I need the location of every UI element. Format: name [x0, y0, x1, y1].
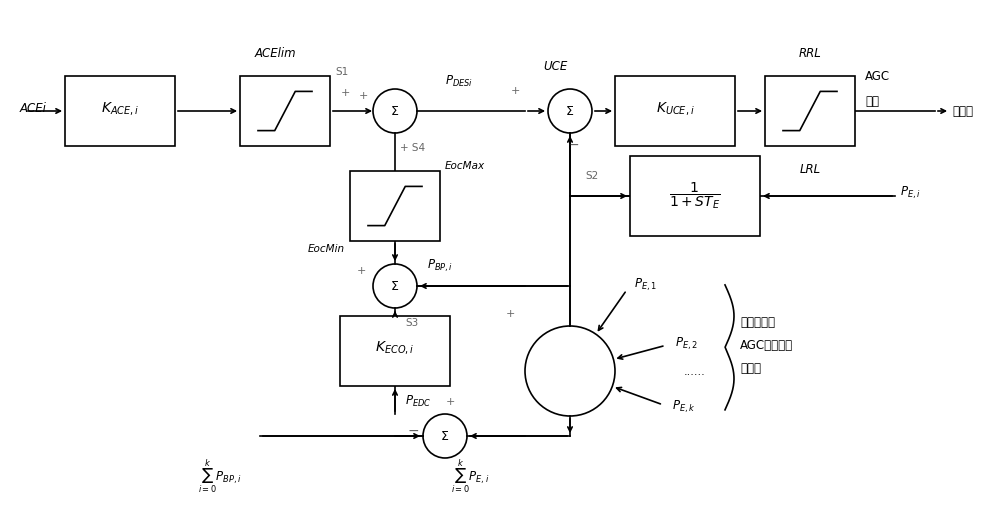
Text: 区域内其它: 区域内其它 [740, 316, 775, 329]
Text: $\sum_{i=0}^{k}P_{BP,i}$: $\sum_{i=0}^{k}P_{BP,i}$ [198, 457, 242, 495]
Text: LRL: LRL [799, 162, 821, 175]
Text: $P_{E,1}$: $P_{E,1}$ [634, 276, 657, 293]
Text: $K_{ECO,i}$: $K_{ECO,i}$ [375, 339, 415, 357]
Text: 调速器: 调速器 [952, 105, 973, 118]
FancyBboxPatch shape [615, 76, 735, 146]
Text: S1: S1 [335, 67, 348, 77]
Text: −: − [567, 138, 579, 152]
Text: $P_{BP,i}$: $P_{BP,i}$ [427, 258, 453, 274]
Text: S3: S3 [405, 318, 418, 328]
Text: 信号: 信号 [865, 95, 879, 107]
Text: 波功率: 波功率 [740, 362, 761, 375]
Text: $\sum_{i=0}^{k}P_{E,i}$: $\sum_{i=0}^{k}P_{E,i}$ [451, 457, 489, 495]
Text: ACElim: ACElim [254, 47, 296, 59]
Text: +: + [340, 88, 350, 98]
Text: $\Sigma$: $\Sigma$ [565, 105, 575, 118]
Text: S2: S2 [585, 171, 598, 181]
FancyBboxPatch shape [765, 76, 855, 146]
Text: $P_{E,i}$: $P_{E,i}$ [900, 185, 921, 201]
Text: $K_{UCE,i}$: $K_{UCE,i}$ [656, 100, 694, 117]
Text: RRL: RRL [799, 47, 821, 59]
FancyBboxPatch shape [65, 76, 175, 146]
Text: $\Sigma$: $\Sigma$ [390, 280, 400, 292]
Text: $\Sigma$: $\Sigma$ [440, 430, 450, 443]
FancyBboxPatch shape [350, 171, 440, 241]
Text: +: + [445, 397, 455, 407]
Text: +: + [356, 266, 366, 276]
Text: ......: ...... [684, 366, 706, 377]
Text: +: + [510, 86, 520, 96]
Text: EocMax: EocMax [445, 161, 485, 171]
Text: EocMin: EocMin [308, 244, 345, 254]
Text: +: + [505, 309, 515, 319]
Text: AGC机组的滤: AGC机组的滤 [740, 339, 793, 352]
Text: $\Sigma$: $\Sigma$ [390, 105, 400, 118]
Text: $P_{EDC}$: $P_{EDC}$ [405, 393, 431, 409]
Text: $P_{E,k}$: $P_{E,k}$ [672, 399, 696, 415]
Text: −: − [407, 424, 419, 438]
Text: $K_{ACE,i}$: $K_{ACE,i}$ [101, 100, 139, 117]
FancyBboxPatch shape [630, 156, 760, 236]
Text: ACEi: ACEi [20, 102, 47, 114]
Text: +: + [358, 91, 368, 101]
FancyBboxPatch shape [240, 76, 330, 146]
Text: $P_{DESi}$: $P_{DESi}$ [445, 74, 473, 88]
Text: + S4: + S4 [400, 143, 425, 153]
Text: AGC: AGC [865, 69, 890, 82]
FancyBboxPatch shape [340, 316, 450, 386]
Text: UCE: UCE [543, 59, 567, 73]
Text: $P_{E,2}$: $P_{E,2}$ [675, 335, 698, 352]
Text: $\dfrac{1}{1+ST_E}$: $\dfrac{1}{1+ST_E}$ [669, 180, 721, 212]
